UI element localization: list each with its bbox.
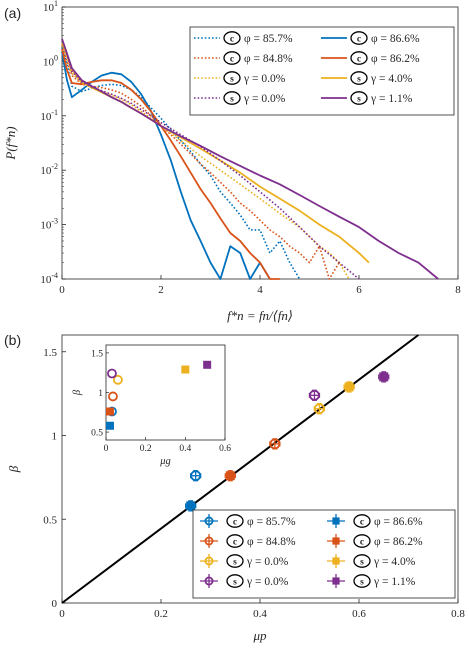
panel-a-ytick-label: 10-4 (40, 271, 58, 286)
panel-b-label: (b) (4, 332, 21, 348)
panel-a-legend-badge-6-letter: s (357, 75, 361, 85)
panel-b-ytick-label: 1.5 (43, 347, 57, 359)
panel-b: (b) 0 0.2 0.4 0.6 0.800.511.5 β μp 0 0.2 0.4 0.… (4, 332, 465, 643)
panel-a-ytick-label: 100 (43, 53, 58, 68)
panel-b-point-4 (226, 471, 235, 480)
panel-b-ytick-label: 0.5 (43, 514, 57, 526)
panel-b-point-8 (379, 372, 388, 381)
panel-a-legend-label-8: γ = 1.1% (370, 93, 413, 105)
panel-a-legend-label-2: φ = 86.6% (371, 33, 420, 45)
panel-b-inset-point-4 (106, 408, 114, 416)
panel-b-ylabel: β (6, 465, 21, 473)
panel-b-ytick-label: 1 (52, 431, 58, 443)
panel-b-ytick-label: 0 (52, 598, 58, 610)
panel-b-xtick-label: 0.8 (451, 608, 465, 620)
panel-a-legend-label-4: φ = 86.2% (371, 53, 420, 65)
panel-b-xtick-label: 0.2 (154, 608, 168, 620)
panel-b-legend-badge-5-letter: s (233, 558, 237, 568)
panel-b-inset-xlabel: μg (159, 456, 171, 467)
panel-b-legend: c φ = 85.7% c φ = 86.6% c φ = 84.8% c φ = 86.2%… (193, 510, 455, 598)
panel-b-xtick-label: 0 (59, 608, 65, 620)
panel-a-ytick-label: 10-2 (40, 162, 58, 177)
panel-b-inset-point-8 (203, 361, 211, 369)
panel-b-legend-badge-4-letter: c (360, 538, 364, 548)
panel-a-legend-label-7: γ = 0.0% (243, 93, 286, 105)
panel-b-legend-label-1: φ = 85.7% (247, 516, 296, 528)
panel-b-legend-badge-3-letter: c (233, 538, 237, 548)
panel-b-legend-label-7: γ = 0.0% (246, 576, 289, 588)
panel-b-inset-xtick-label: 0.6 (219, 444, 231, 454)
panel-a-legend-badge-2-letter: c (357, 35, 361, 45)
panel-b-inset-point-2 (106, 422, 114, 430)
panel-b-legend-badge-8-letter: s (360, 578, 364, 588)
panel-a-legend-badge-8-letter: s (357, 95, 361, 105)
panel-a-legend: c φ = 85.7% c φ = 86.6% c φ = 84.8% c φ = 86.2%… (190, 27, 454, 115)
panel-a-legend-badge-4-letter: c (357, 55, 361, 65)
panel-b-inset-xtick-label: 0.2 (140, 444, 152, 454)
panel-a-xtick-label: 6 (356, 284, 362, 296)
panel-b-xtick-label: 0.4 (253, 608, 267, 620)
panel-a-legend-label-6: γ = 4.0% (370, 73, 413, 85)
panel-b-inset-xtick-label: 0.4 (179, 444, 191, 454)
panel-b-legend-marker-2 (332, 517, 339, 524)
panel-a-legend-badge-1-letter: c (230, 35, 234, 45)
panel-a-label: (a) (4, 5, 21, 21)
panel-a-ytick-label: 10-1 (40, 108, 58, 123)
panel-b-inset-xtick-label: 0 (104, 444, 109, 454)
panel-a-xtick-label: 4 (257, 284, 263, 296)
panel-a-ytick-label: 101 (43, 0, 58, 14)
panel-b-inset: 0 0.2 0.4 0.6 0.5 1 1.5 μg β (72, 340, 234, 468)
panel-b-legend-marker-4 (332, 537, 339, 544)
panel-b-legend-label-8: γ = 1.1% (373, 576, 416, 588)
panel-a-xtick-label: 0 (59, 284, 65, 296)
panel-a-ytick-label: 10-3 (40, 217, 58, 232)
panel-a-legend-badge-7-letter: s (230, 95, 234, 105)
panel-b-point-2 (186, 501, 195, 510)
panel-b-legend-marker-8 (332, 577, 339, 584)
panel-b-legend-marker-6 (332, 557, 339, 564)
panel-b-legend-badge-6-letter: s (360, 558, 364, 568)
panel-b-inset-ytick-label: 1.5 (91, 349, 103, 359)
panel-b-xtick-label: 0.6 (352, 608, 366, 620)
panel-b-inset-ytick-label: 1 (98, 389, 103, 399)
panel-a-legend-label-5: γ = 0.0% (243, 73, 286, 85)
panel-b-legend-label-2: φ = 86.6% (374, 516, 423, 528)
panel-a: (a) 0 2 4 6 8 10-4 10-3 10-2 10-1 100 101 P(f*n) f… (3, 0, 461, 323)
panel-b-inset-point-6 (181, 366, 189, 374)
panel-b-legend-label-4: φ = 86.2% (374, 536, 423, 548)
panel-a-ylabel: P(f*n) (3, 126, 18, 160)
panel-b-point-6 (345, 382, 354, 391)
panel-b-inset-ytick-label: 0.5 (91, 429, 103, 439)
panel-b-legend-badge-7-letter: s (233, 578, 237, 588)
panel-b-inset-axes-box (106, 345, 225, 440)
panel-a-legend-label-1: φ = 85.7% (244, 33, 293, 45)
panel-a-legend-badge-3-letter: c (230, 55, 234, 65)
panel-a-xtick-label: 2 (158, 284, 164, 296)
panel-a-xlabel: f*n = fn/⟨fn⟩ (227, 308, 293, 323)
panel-b-xlabel: μp (252, 628, 267, 643)
panel-a-xtick-label: 8 (455, 284, 461, 296)
panel-b-legend-badge-1-letter: c (233, 518, 237, 528)
panel-b-legend-label-3: φ = 84.8% (247, 536, 296, 548)
panel-b-legend-label-5: γ = 0.0% (246, 556, 289, 568)
panel-b-inset-ylabel: β (72, 389, 83, 396)
panel-b-legend-badge-2-letter: c (360, 518, 364, 528)
panel-a-legend-badge-5-letter: s (230, 75, 234, 85)
panel-a-legend-label-3: φ = 84.8% (244, 53, 293, 65)
panel-b-legend-label-6: γ = 4.0% (373, 556, 416, 568)
